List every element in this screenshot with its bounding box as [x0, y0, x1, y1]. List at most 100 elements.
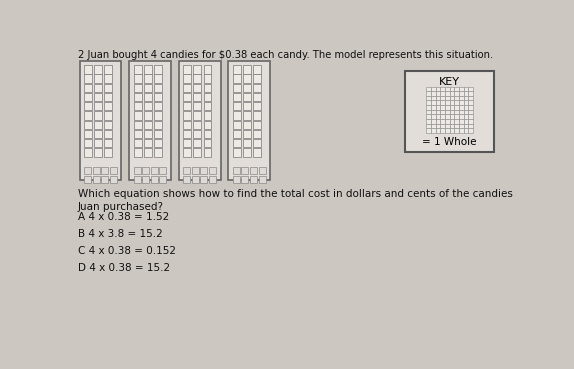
Bar — [464, 96, 468, 100]
Bar — [134, 121, 142, 129]
Bar — [134, 74, 142, 83]
Bar — [243, 111, 251, 120]
Bar — [233, 176, 240, 183]
Bar — [179, 61, 220, 180]
Bar — [104, 121, 112, 129]
Bar — [445, 91, 449, 96]
Bar — [101, 168, 108, 175]
Bar — [94, 130, 102, 138]
Bar — [243, 65, 251, 73]
Bar — [405, 71, 494, 152]
Bar — [459, 114, 464, 119]
Bar — [94, 148, 102, 157]
Bar — [84, 148, 92, 157]
Bar — [243, 148, 251, 157]
Bar — [233, 168, 240, 175]
Text: A 4 x 0.38 = 1.52: A 4 x 0.38 = 1.52 — [78, 212, 169, 222]
Bar — [94, 139, 102, 148]
Bar — [94, 121, 102, 129]
Bar — [436, 128, 440, 133]
Bar — [154, 83, 162, 92]
Bar — [449, 105, 454, 110]
Bar — [144, 130, 152, 138]
Bar — [440, 87, 445, 91]
Bar — [426, 96, 431, 100]
Bar — [445, 114, 449, 119]
Bar — [459, 124, 464, 128]
Bar — [250, 176, 257, 183]
Bar — [160, 176, 166, 183]
Bar — [440, 128, 445, 133]
Bar — [204, 83, 211, 92]
Bar — [464, 124, 468, 128]
Bar — [183, 65, 191, 73]
Bar — [144, 74, 152, 83]
Bar — [160, 168, 166, 175]
Bar — [445, 100, 449, 105]
Bar — [204, 148, 211, 157]
Bar — [436, 87, 440, 91]
Bar — [94, 65, 102, 73]
Bar — [84, 65, 92, 73]
Bar — [464, 110, 468, 114]
Bar — [459, 96, 464, 100]
Bar — [84, 139, 92, 148]
Bar — [258, 176, 266, 183]
Bar — [84, 121, 92, 129]
Bar — [154, 111, 162, 120]
Bar — [436, 114, 440, 119]
Bar — [134, 102, 142, 110]
Bar — [94, 93, 102, 101]
Bar — [193, 83, 201, 92]
Bar — [253, 111, 261, 120]
Bar — [94, 83, 102, 92]
Bar — [233, 83, 241, 92]
Text: KEY: KEY — [439, 77, 460, 87]
Bar — [454, 87, 459, 91]
Bar — [233, 93, 241, 101]
Bar — [449, 96, 454, 100]
Bar — [204, 130, 211, 138]
Bar — [431, 119, 436, 124]
Bar — [183, 102, 191, 110]
Bar — [431, 105, 436, 110]
Bar — [440, 124, 445, 128]
Bar — [233, 139, 241, 148]
Bar — [84, 168, 91, 175]
Bar — [233, 65, 241, 73]
Bar — [464, 105, 468, 110]
Bar — [449, 128, 454, 133]
Bar — [104, 93, 112, 101]
Bar — [104, 65, 112, 73]
Bar — [454, 96, 459, 100]
Bar — [84, 74, 92, 83]
Bar — [440, 114, 445, 119]
Bar — [468, 114, 473, 119]
Bar — [431, 96, 436, 100]
Bar — [253, 130, 261, 138]
Bar — [104, 139, 112, 148]
Bar — [253, 74, 261, 83]
Bar — [440, 100, 445, 105]
Bar — [134, 168, 141, 175]
Bar — [436, 100, 440, 105]
Bar — [445, 96, 449, 100]
Text: = 1 Whole: = 1 Whole — [422, 137, 477, 147]
Bar — [183, 74, 191, 83]
Bar — [233, 74, 241, 83]
Text: C 4 x 0.38 = 0.152: C 4 x 0.38 = 0.152 — [78, 246, 176, 256]
Bar — [134, 111, 142, 120]
Bar — [431, 110, 436, 114]
Bar — [449, 100, 454, 105]
Bar — [459, 91, 464, 96]
Bar — [134, 93, 142, 101]
Bar — [204, 102, 211, 110]
Bar — [204, 65, 211, 73]
Bar — [193, 74, 201, 83]
Bar — [209, 168, 216, 175]
Bar — [94, 111, 102, 120]
Bar — [454, 105, 459, 110]
Bar — [193, 111, 201, 120]
Bar — [468, 110, 473, 114]
Bar — [154, 93, 162, 101]
